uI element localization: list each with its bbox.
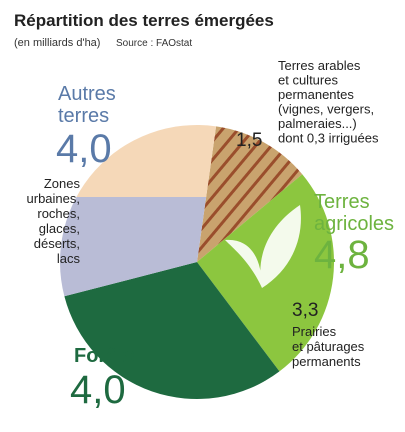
label-line: Forêts [74, 345, 135, 367]
label-line: terres [58, 105, 109, 127]
label-line: dont 0,3 irriguées [278, 131, 379, 146]
subtitle: (en milliards d'ha) [14, 37, 100, 49]
label-line: roches, [37, 206, 80, 221]
label-line: déserts, [34, 236, 80, 251]
slice-label: Terres agricoles [314, 191, 394, 235]
leaf-icon [225, 205, 301, 288]
slice-label: Forêts [74, 345, 135, 367]
label-line: Terres arables [278, 58, 361, 73]
label-line: Prairies [292, 324, 337, 339]
source: Source : FAOstat [116, 38, 192, 49]
pie [59, 124, 335, 399]
label-line: (vignes, vergers, [278, 102, 374, 117]
value-label: 4,0 [70, 368, 126, 412]
label-line: Autres [58, 83, 116, 105]
label-line: permanentes [278, 87, 354, 102]
slice-label: Prairies et pâturages permanents [292, 324, 365, 369]
value-label: 3,3 [292, 300, 318, 321]
label-line: et pâturages [292, 339, 365, 354]
label-line: Terres [314, 191, 370, 213]
label-line: agricoles [314, 213, 394, 235]
label-line: Zones [44, 176, 81, 191]
slice-label: Zones urbaines, roches, glaces, déserts, lacs [27, 176, 81, 266]
label-line: palmeraies...) [278, 116, 357, 131]
label-line: et cultures [278, 73, 338, 88]
chart-title: Répartition des terres émergées [14, 11, 274, 30]
label-line: urbaines, [27, 191, 80, 206]
pie-slice [64, 262, 280, 399]
label-line: lacs [57, 251, 81, 266]
value-label: 4,0 [56, 127, 112, 171]
pie-slice [197, 126, 303, 262]
slice-label: Terres arables et cultures permanentes (vig… [278, 58, 379, 146]
pie-slice [59, 124, 217, 297]
label-line: glaces, [39, 221, 80, 236]
value-label: 1,5 [236, 130, 262, 151]
label-line: permanents [292, 354, 361, 369]
slice-label: Autres terres [58, 83, 116, 127]
labels: Terres arables et cultures permanentes (vig… [27, 58, 395, 412]
group-value: 4,8 [314, 233, 370, 277]
